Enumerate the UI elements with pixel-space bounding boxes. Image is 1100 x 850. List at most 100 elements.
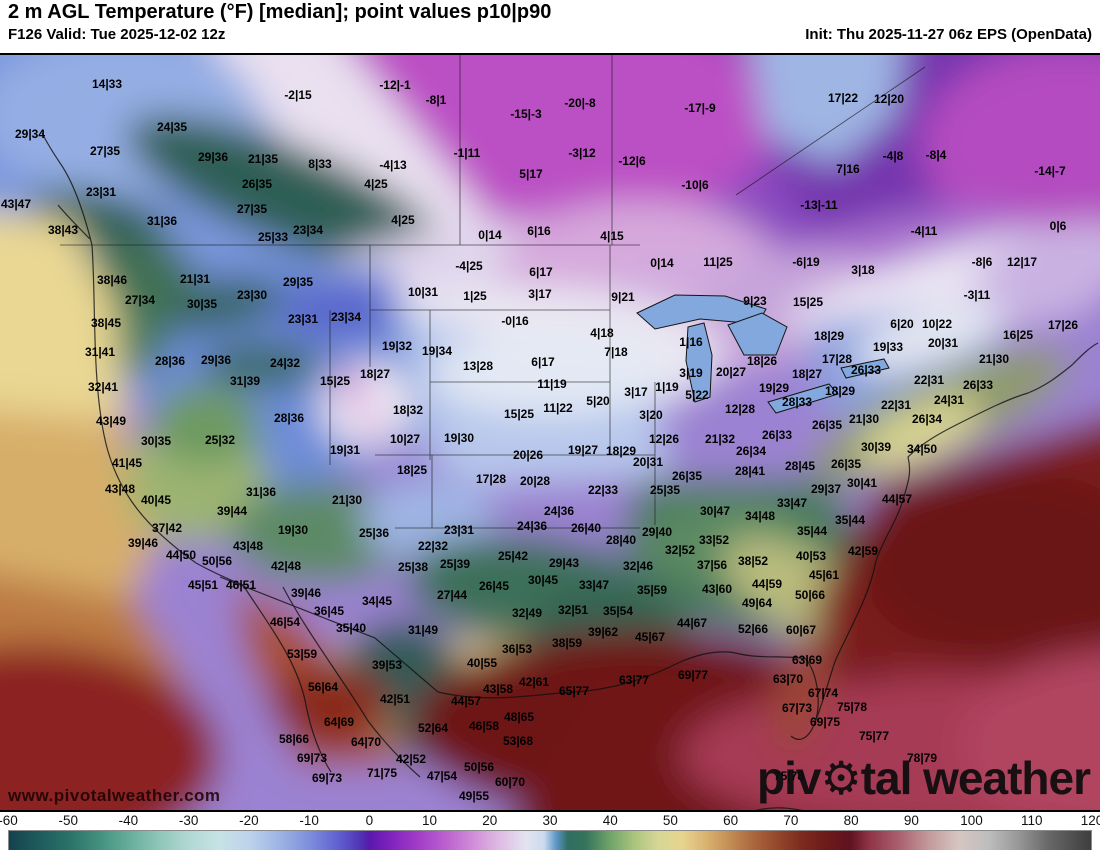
point-value: -4|13 (379, 158, 407, 172)
point-value: 40|53 (795, 549, 827, 563)
point-value: -8|4 (925, 148, 947, 162)
point-value: 45|67 (634, 630, 666, 644)
point-value: 17|22 (827, 91, 859, 105)
point-value: -14|-7 (1034, 164, 1066, 178)
point-value: 1|19 (655, 380, 679, 394)
point-value: 27|35 (89, 144, 121, 158)
point-value: 26|33 (850, 363, 882, 377)
point-value: -4|11 (910, 224, 938, 238)
point-value: -0|16 (501, 314, 529, 328)
point-value: 34|48 (744, 509, 776, 523)
point-value: 22|32 (417, 539, 449, 553)
point-value: 19|30 (443, 431, 475, 445)
header: 2 m AGL Temperature (°F) [median]; point… (0, 0, 1100, 53)
point-value: 31|39 (229, 374, 261, 388)
point-value: 25|42 (497, 549, 529, 563)
point-value: 46|51 (225, 578, 257, 592)
colorbar-tick-label: 20 (482, 813, 498, 828)
colorbar-tick-label: -50 (58, 813, 78, 828)
point-value: 20|31 (632, 455, 664, 469)
point-value: 46|54 (269, 615, 301, 629)
point-value: 11|22 (543, 401, 573, 415)
point-value: 40|45 (140, 493, 172, 507)
point-value: 21|30 (848, 412, 880, 426)
point-value: 26|33 (761, 428, 793, 442)
point-value: 38|45 (90, 316, 122, 330)
point-value: 69|75 (809, 715, 841, 729)
point-value: 75|78 (836, 700, 868, 714)
point-value: 37|56 (696, 558, 728, 572)
point-value: 23|31 (443, 523, 475, 537)
point-value: 30|35 (140, 434, 172, 448)
colorbar-tick-label: 110 (1021, 813, 1043, 828)
point-value: 26|34 (911, 412, 943, 426)
point-value: 26|34 (735, 444, 767, 458)
point-value: 30|45 (527, 573, 559, 587)
point-value: 44|50 (165, 548, 197, 562)
colorbar-tick-label: -30 (178, 813, 199, 828)
point-value: 42|48 (270, 559, 302, 573)
colorbar-tick-label: -20 (239, 813, 259, 828)
point-value: 25|35 (649, 483, 681, 497)
point-value: 21|30 (331, 493, 363, 507)
point-value: 25|36 (358, 526, 390, 540)
point-value: 15|25 (319, 374, 351, 388)
point-value: 17|26 (1047, 318, 1079, 332)
point-value: 39|53 (371, 658, 403, 672)
point-value: 3|17 (528, 287, 552, 301)
point-value: 47|54 (426, 769, 458, 783)
point-value: -2|15 (284, 88, 312, 102)
colorbar-tick-label: 60 (723, 813, 739, 828)
point-value: 48|65 (503, 710, 535, 724)
point-value: 40|55 (466, 656, 498, 670)
point-value: 20|31 (927, 336, 959, 350)
point-value: 52|66 (737, 622, 769, 636)
point-value: 18|29 (813, 329, 845, 343)
colorbar-ticks: -60 -50 -40 -30 -20 -10 0 10 20 30 40 50 60 70 80 90 100… (0, 813, 1100, 828)
point-value: 13|28 (462, 359, 494, 373)
point-value: -4|25 (455, 259, 483, 273)
point-value: 49|55 (458, 789, 490, 803)
point-value: 21|31 (179, 272, 211, 286)
point-value: 23|30 (236, 288, 268, 302)
point-value: 28|40 (605, 533, 637, 547)
great-lakes (636, 294, 890, 414)
point-value: 23|31 (287, 312, 319, 326)
pivotal-weather-logo: piv⚙tal weather (757, 755, 1091, 801)
point-value: 10|27 (389, 432, 421, 446)
point-value: 63|70 (772, 672, 804, 686)
point-value: 14|33 (91, 77, 123, 91)
point-value: 53|68 (502, 734, 534, 748)
point-value: 46|58 (468, 719, 500, 733)
point-value: 43|48 (232, 539, 264, 553)
point-value: 26|35 (671, 469, 703, 483)
point-value: 24|35 (156, 120, 188, 134)
point-value: -4|8 (882, 149, 904, 163)
point-value: 24|36 (543, 504, 575, 518)
point-value: 7|18 (604, 345, 628, 359)
point-value: 29|34 (14, 127, 46, 141)
point-value: 20|27 (715, 365, 747, 379)
point-value: 19|32 (381, 339, 413, 353)
point-value: 22|31 (880, 398, 912, 412)
colorbar-tick-label: 50 (662, 813, 678, 828)
point-value: 39|44 (216, 504, 248, 518)
point-value: 26|45 (478, 579, 510, 593)
point-value: 35|59 (636, 583, 668, 597)
point-value: 36|45 (313, 604, 345, 618)
point-value: 9|23 (743, 294, 767, 308)
colorbar-tick-label: -10 (299, 813, 319, 828)
point-value: 12|28 (724, 402, 756, 416)
point-value: 4|25 (391, 213, 415, 227)
point-value: -3|12 (568, 146, 596, 160)
point-value: 25|39 (439, 557, 471, 571)
point-value: 9|21 (611, 290, 635, 304)
point-value: 26|35 (830, 457, 862, 471)
watermark: www.pivotalweather.com (8, 786, 221, 805)
point-value: 3|20 (639, 408, 663, 422)
point-value: -12|6 (618, 154, 646, 168)
point-value: 15|25 (503, 407, 535, 421)
colorbar-tick-label: -60 (0, 813, 18, 828)
point-value: 4|25 (364, 177, 388, 191)
point-value: 31|49 (407, 623, 439, 637)
